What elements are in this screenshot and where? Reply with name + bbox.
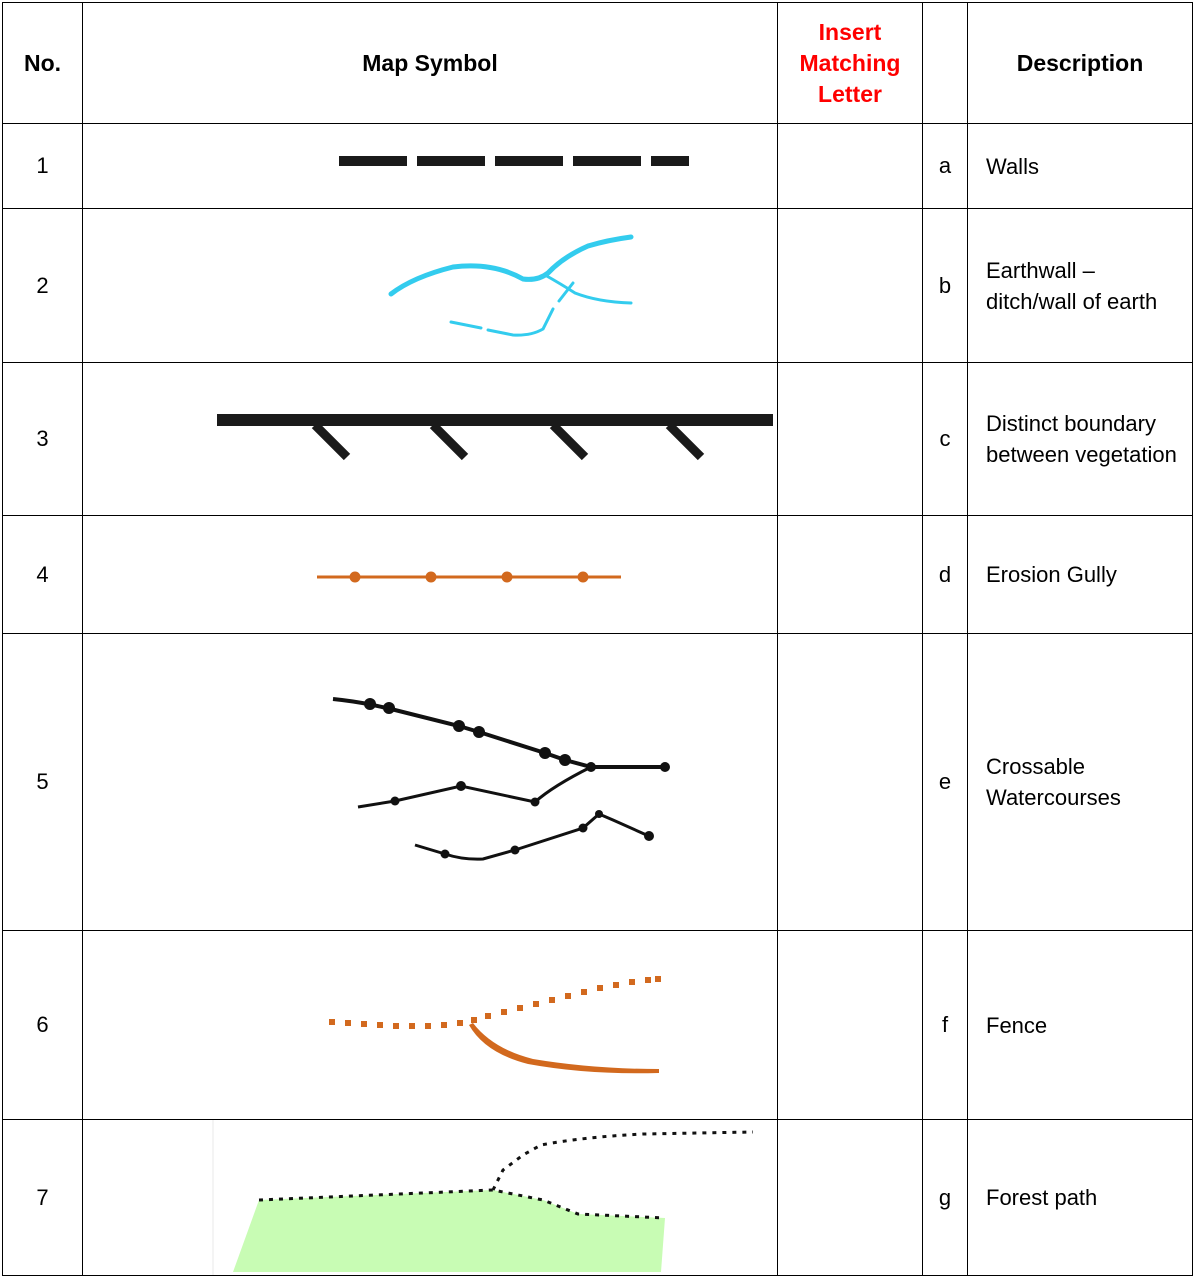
dashed-line-symbol-icon — [339, 156, 689, 166]
answer-input-cell[interactable] — [777, 123, 923, 209]
dotted-boundary-with-green-area-symbol-icon — [212, 1120, 754, 1275]
row-number: 3 — [2, 362, 83, 516]
row-number: 1 — [2, 123, 83, 209]
table-row: 2 b Earthwall – ditch/wall of earth — [2, 208, 1193, 363]
answer-input-cell[interactable] — [777, 208, 923, 363]
row-number: 2 — [2, 208, 83, 363]
symbol-cell — [82, 633, 778, 931]
symbol-cell — [82, 123, 778, 209]
description: Erosion Gully — [967, 515, 1193, 634]
description: Distinct boundary between vegetation — [967, 362, 1193, 516]
answer-input-cell[interactable] — [777, 930, 923, 1120]
answer-input-cell[interactable] — [777, 1119, 923, 1276]
table-row: 4 d Erosion Gully — [2, 515, 1193, 634]
row-number: 7 — [2, 1119, 83, 1276]
description: Forest path — [967, 1119, 1193, 1276]
option-letter: e — [922, 633, 968, 931]
symbol-cell — [82, 515, 778, 634]
answer-input-cell[interactable] — [777, 362, 923, 516]
row-number: 5 — [2, 633, 83, 931]
header-row: No. Map Symbol Insert Matching Letter De… — [2, 2, 1193, 124]
header-no: No. — [2, 2, 83, 124]
symbol-cell — [82, 208, 778, 363]
option-letter: c — [922, 362, 968, 516]
orange-dotted-fork-symbol-icon — [329, 976, 661, 1074]
table-row: 6 — [2, 930, 1193, 1120]
row-number: 6 — [2, 930, 83, 1120]
symbol-cell — [82, 362, 778, 516]
symbol-cell — [82, 930, 778, 1120]
header-insert-letter: Insert Matching Letter — [777, 2, 923, 124]
description: Walls — [967, 123, 1193, 209]
symbol-cell — [82, 1119, 778, 1276]
option-letter: d — [922, 515, 968, 634]
option-letter: f — [922, 930, 968, 1120]
option-letter: g — [922, 1119, 968, 1276]
header-map-symbol: Map Symbol — [82, 2, 778, 124]
answer-input-cell[interactable] — [777, 515, 923, 634]
blue-stream-symbol-icon — [388, 234, 634, 337]
description: Earthwall – ditch/wall of earth — [967, 208, 1193, 363]
header-description: Description — [967, 2, 1193, 124]
table-row: 1 a Walls — [2, 123, 1193, 209]
table-row: 5 — [2, 633, 1193, 931]
table-row: 3 c Distinct boundary between vegetation — [2, 362, 1193, 516]
description: Crossable Watercourses — [967, 633, 1193, 931]
option-letter: a — [922, 123, 968, 209]
answer-input-cell[interactable] — [777, 633, 923, 931]
row-number: 4 — [2, 515, 83, 634]
header-blank — [922, 2, 968, 124]
dotted-black-streams-symbol-icon — [332, 697, 670, 861]
table-row: 7 g Forest path — [2, 1119, 1193, 1276]
ticked-line-symbol-icon — [217, 414, 773, 461]
description: Fence — [967, 930, 1193, 1120]
dotted-orange-line-symbol-icon — [317, 571, 621, 583]
option-letter: b — [922, 208, 968, 363]
